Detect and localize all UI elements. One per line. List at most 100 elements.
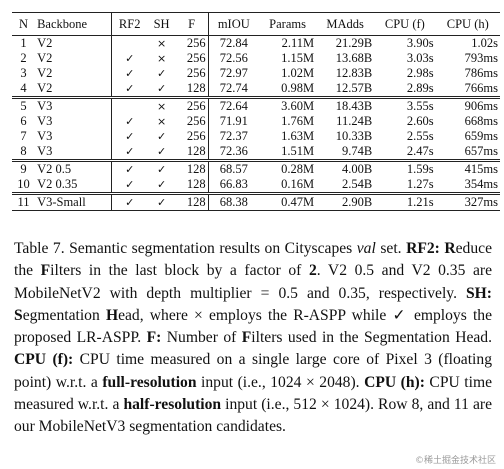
cell-rf2: ✓	[125, 67, 135, 80]
cell-params: 0.47M	[259, 192, 317, 211]
table-row: 3 V2 ✓ ✓ 256 72.97 1.02M 12.83B 2.98s 786ms	[12, 66, 500, 81]
caption-term: 2	[308, 262, 317, 280]
cell-backbone: V3	[35, 114, 112, 129]
cell-n: 3	[20, 66, 27, 80]
cell-cpu-f: 3.90s	[406, 36, 434, 50]
cell-cpu-f: 1.59s	[374, 159, 436, 177]
table-body: 1 V2 × 256 72.84 2.11M 21.29B 3.90s 1.02s 2 V2 ✓ × 25…	[12, 35, 500, 211]
cell-miou: 71.91	[219, 114, 248, 128]
cell-cpu-f: 3.55s	[374, 96, 436, 114]
table-row: 2 V2 ✓ × 256 72.56 1.15M 13.68B 3.03s 793ms	[12, 51, 500, 66]
cell-madds: 18.43B	[316, 96, 375, 114]
cell-miou: 68.57	[208, 159, 260, 177]
cell-cpu-h: 906ms	[435, 96, 500, 114]
caption-term: CPU (h):	[364, 373, 425, 391]
table-row: 4 V2 ✓ ✓ 128 72.74 0.98M 12.57B 2.89s 766ms	[12, 81, 500, 98]
cell-cpu-f: 3.03s	[406, 51, 434, 65]
cell-cpu-h: 793ms	[464, 51, 498, 65]
table-caption: Table 7. Semantic segmentation results o…	[14, 238, 492, 439]
cell-n: 5	[12, 96, 36, 114]
cell-sh: ✓	[157, 82, 167, 95]
cell-f: 256	[175, 35, 209, 51]
cell-f: 128	[175, 159, 209, 177]
cell-madds: 2.90B	[316, 192, 375, 211]
table-header-row: N Backbone RF2 SH F mIOU Params MAdds CP…	[12, 12, 500, 36]
caption-term: R	[444, 240, 456, 257]
cell-sh: ×	[157, 37, 167, 50]
cell-rf2: ✓	[125, 52, 135, 65]
cell-n: 9	[12, 159, 36, 177]
cell-f: 128	[175, 177, 209, 194]
cell-rf2: ✓	[125, 115, 135, 128]
cell-miou: 72.37	[219, 129, 248, 143]
cell-cpu-f: 2.47s	[406, 144, 434, 158]
cell-f: 256	[175, 129, 209, 144]
cell-sh: ×	[147, 96, 176, 114]
cell-backbone: V2 0.5	[35, 159, 112, 177]
cell-n: 7	[20, 129, 27, 143]
cell-params: 0.16M	[281, 177, 315, 191]
header-cpu-f: CPU (f)	[384, 16, 425, 31]
cell-f: 256	[175, 114, 209, 129]
table-row: 5 V3 × 256 72.64 3.60M 18.43B 3.55s 906ms	[12, 96, 500, 114]
table-row: 7 V3 ✓ ✓ 256 72.37 1.63M 10.33B 2.55s 659ms	[12, 129, 500, 144]
cell-rf2	[111, 96, 148, 114]
header-n: N	[19, 16, 29, 31]
cell-cpu-f: 2.89s	[406, 81, 434, 95]
cell-madds: 12.57B	[335, 81, 373, 95]
cell-madds: 2.54B	[341, 177, 373, 191]
caption-text: val	[356, 240, 376, 257]
cell-cpu-h: 657ms	[464, 144, 498, 158]
cell-rf2: ✓	[111, 192, 148, 211]
cell-miou: 72.97	[219, 66, 248, 80]
caption-term: F:	[146, 329, 162, 347]
cell-cpu-h: 786ms	[464, 66, 498, 80]
table-row: 11 V3-Small ✓ ✓ 128 68.38 0.47M 2.90B 1.21s 327ms	[12, 192, 500, 211]
results-table: N Backbone RF2 SH F mIOU Params MAdds CP…	[12, 12, 500, 211]
cell-sh: ✓	[147, 159, 176, 177]
cell-cpu-f: 2.60s	[406, 114, 434, 128]
caption-text: :	[434, 240, 445, 257]
cell-rf2: ✓	[125, 130, 135, 143]
cell-f: 128	[175, 81, 209, 98]
cell-sh: ✓	[147, 192, 176, 211]
cell-params: 1.76M	[281, 114, 315, 128]
cell-params: 1.63M	[281, 129, 315, 143]
header-backbone: Backbone	[35, 12, 112, 36]
header-rf2: RF2	[118, 16, 141, 31]
cell-sh: ✓	[157, 67, 167, 80]
caption-text: CPU time measured w.r.t. a	[14, 373, 492, 414]
caption-text: input (i.e., 1024 × 2048).	[196, 373, 365, 391]
cell-n: 11	[12, 192, 36, 211]
cell-madds: 10.33B	[335, 129, 373, 143]
cell-params: 1.15M	[281, 51, 315, 65]
cell-sh: ×	[157, 115, 167, 128]
cell-n: 1	[20, 36, 27, 50]
cell-miou: 66.83	[219, 177, 248, 191]
cell-backbone: V3	[35, 129, 112, 144]
caption-term: RF2	[406, 240, 435, 257]
caption-term: H	[105, 306, 119, 324]
cell-params: 0.28M	[259, 159, 317, 177]
header-params: Params	[269, 16, 306, 31]
cell-rf2: ✓	[125, 145, 135, 158]
cell-miou: 72.36	[219, 144, 248, 158]
cell-n: 10	[17, 177, 30, 191]
caption-term: F	[40, 262, 51, 280]
caption-text: educe the	[14, 240, 492, 280]
caption-text: . V2 0.5 and V2 0.35 are MobileNetV2 wit…	[14, 262, 493, 302]
cell-backbone: V3-Small	[35, 192, 112, 211]
cell-rf2: ✓	[125, 178, 135, 191]
table-row: 1 V2 × 256 72.84 2.11M 21.29B 3.90s 1.02s	[12, 35, 500, 51]
cell-madds: 11.24B	[336, 114, 373, 128]
cell-cpu-h: 354ms	[464, 177, 498, 191]
caption-text: CPU time measured on a single large core…	[14, 351, 492, 391]
cell-n: 4	[20, 81, 27, 95]
cell-miou: 68.38	[208, 192, 260, 211]
caption-term: F	[241, 329, 252, 347]
cell-n: 6	[20, 114, 27, 128]
cell-sh: ×	[157, 52, 167, 65]
cell-n: 8	[20, 144, 27, 158]
table-row: 9 V2 0.5 ✓ ✓ 128 68.57 0.28M 4.00B 1.59s 415ms	[12, 159, 500, 177]
caption-text: ead, where × employs the R-ASPP while ✓ …	[14, 306, 492, 347]
